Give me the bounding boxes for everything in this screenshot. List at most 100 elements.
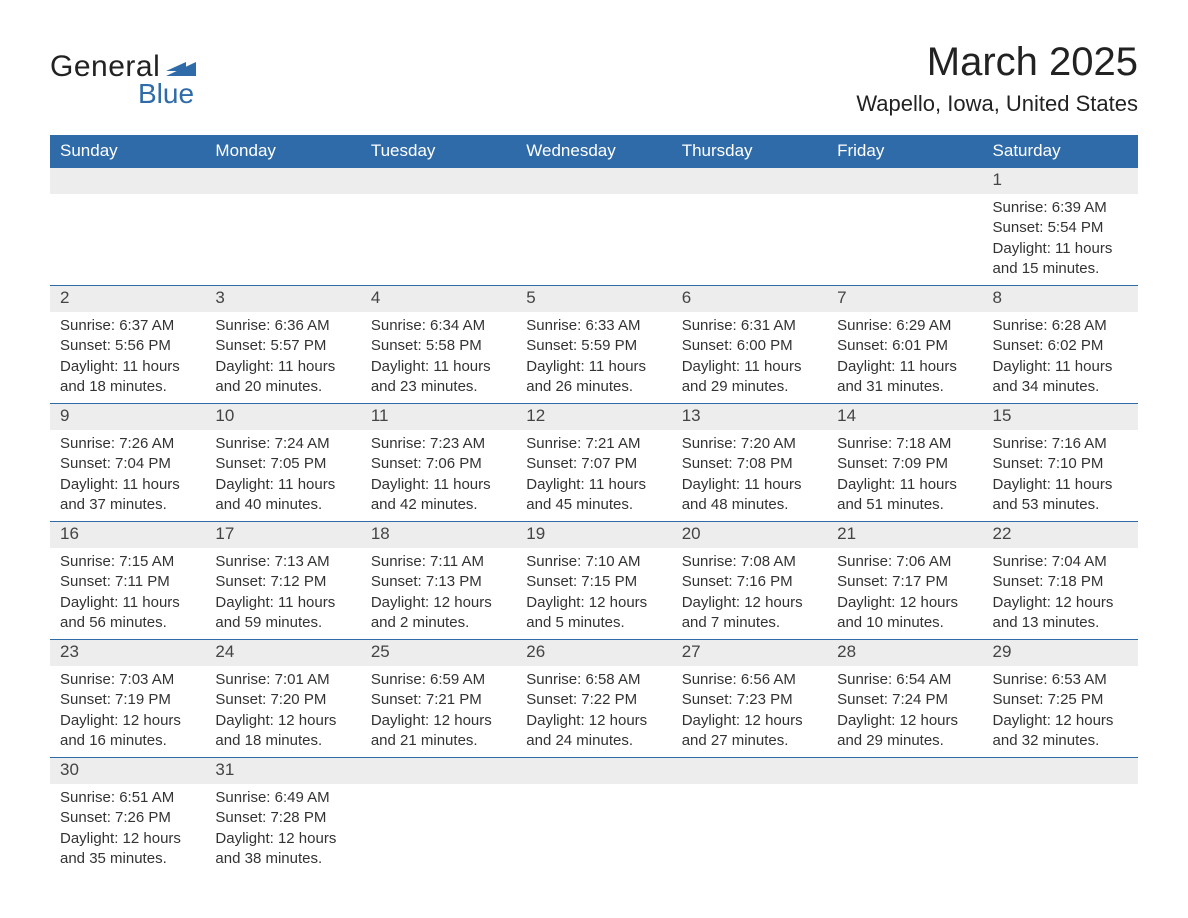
day-body: Sunrise: 7:04 AMSunset: 7:18 PMDaylight:… (983, 548, 1138, 639)
day-body: Sunrise: 6:33 AMSunset: 5:59 PMDaylight:… (516, 312, 671, 403)
day-number: 19 (516, 522, 671, 548)
day-body: Sunrise: 7:11 AMSunset: 7:13 PMDaylight:… (361, 548, 516, 639)
sunset-text: Sunset: 5:54 PM (993, 218, 1128, 238)
calendar-day-cell: 24Sunrise: 7:01 AMSunset: 7:20 PMDayligh… (205, 640, 360, 758)
sunset-text: Sunset: 7:09 PM (837, 454, 972, 474)
day-number (205, 168, 360, 194)
calendar-day-cell: 9Sunrise: 7:26 AMSunset: 7:04 PMDaylight… (50, 404, 205, 522)
day-number: 1 (983, 168, 1138, 194)
calendar-day-cell: 1Sunrise: 6:39 AMSunset: 5:54 PMDaylight… (983, 168, 1138, 286)
month-title: March 2025 (856, 40, 1138, 85)
day-number: 5 (516, 286, 671, 312)
sunrise-text: Sunrise: 7:24 AM (215, 434, 350, 454)
daylight-text: Daylight: 12 hours and 24 minutes. (526, 711, 661, 752)
sunrise-text: Sunrise: 6:53 AM (993, 670, 1128, 690)
calendar-day-cell: 16Sunrise: 7:15 AMSunset: 7:11 PMDayligh… (50, 522, 205, 640)
sunrise-text: Sunrise: 7:23 AM (371, 434, 506, 454)
day-body (672, 784, 827, 870)
daylight-text: Daylight: 11 hours and 53 minutes. (993, 475, 1128, 516)
day-number (50, 168, 205, 194)
sunset-text: Sunset: 7:10 PM (993, 454, 1128, 474)
sunset-text: Sunset: 6:01 PM (837, 336, 972, 356)
daylight-text: Daylight: 11 hours and 40 minutes. (215, 475, 350, 516)
sunset-text: Sunset: 7:11 PM (60, 572, 195, 592)
day-body (672, 194, 827, 280)
sunrise-text: Sunrise: 6:56 AM (682, 670, 817, 690)
day-body: Sunrise: 6:29 AMSunset: 6:01 PMDaylight:… (827, 312, 982, 403)
calendar-day-cell (827, 758, 982, 876)
daylight-text: Daylight: 11 hours and 15 minutes. (993, 239, 1128, 280)
day-number: 7 (827, 286, 982, 312)
day-body: Sunrise: 6:37 AMSunset: 5:56 PMDaylight:… (50, 312, 205, 403)
day-body: Sunrise: 6:58 AMSunset: 7:22 PMDaylight:… (516, 666, 671, 757)
day-body: Sunrise: 7:21 AMSunset: 7:07 PMDaylight:… (516, 430, 671, 521)
sunrise-text: Sunrise: 6:54 AM (837, 670, 972, 690)
daylight-text: Daylight: 12 hours and 10 minutes. (837, 593, 972, 634)
day-number: 25 (361, 640, 516, 666)
daylight-text: Daylight: 11 hours and 31 minutes. (837, 357, 972, 398)
day-number: 18 (361, 522, 516, 548)
day-body: Sunrise: 7:16 AMSunset: 7:10 PMDaylight:… (983, 430, 1138, 521)
sunrise-text: Sunrise: 6:31 AM (682, 316, 817, 336)
calendar-week-row: 9Sunrise: 7:26 AMSunset: 7:04 PMDaylight… (50, 404, 1138, 522)
calendar-body: 1Sunrise: 6:39 AMSunset: 5:54 PMDaylight… (50, 168, 1138, 876)
col-header-thursday: Thursday (672, 135, 827, 168)
daylight-text: Daylight: 12 hours and 5 minutes. (526, 593, 661, 634)
sunrise-text: Sunrise: 7:03 AM (60, 670, 195, 690)
day-number (516, 758, 671, 784)
day-body: Sunrise: 6:56 AMSunset: 7:23 PMDaylight:… (672, 666, 827, 757)
sunrise-text: Sunrise: 7:11 AM (371, 552, 506, 572)
location-subtitle: Wapello, Iowa, United States (856, 91, 1138, 117)
day-number: 12 (516, 404, 671, 430)
day-number (672, 758, 827, 784)
col-header-sunday: Sunday (50, 135, 205, 168)
sunset-text: Sunset: 7:20 PM (215, 690, 350, 710)
day-body: Sunrise: 6:49 AMSunset: 7:28 PMDaylight:… (205, 784, 360, 875)
sunrise-text: Sunrise: 6:29 AM (837, 316, 972, 336)
day-body: Sunrise: 7:20 AMSunset: 7:08 PMDaylight:… (672, 430, 827, 521)
daylight-text: Daylight: 11 hours and 48 minutes. (682, 475, 817, 516)
calendar-day-cell: 27Sunrise: 6:56 AMSunset: 7:23 PMDayligh… (672, 640, 827, 758)
day-number: 17 (205, 522, 360, 548)
calendar-day-cell: 14Sunrise: 7:18 AMSunset: 7:09 PMDayligh… (827, 404, 982, 522)
title-block: March 2025 Wapello, Iowa, United States (856, 40, 1138, 117)
day-number (361, 168, 516, 194)
day-number: 13 (672, 404, 827, 430)
calendar-week-row: 2Sunrise: 6:37 AMSunset: 5:56 PMDaylight… (50, 286, 1138, 404)
day-body: Sunrise: 7:18 AMSunset: 7:09 PMDaylight:… (827, 430, 982, 521)
calendar-week-row: 30Sunrise: 6:51 AMSunset: 7:26 PMDayligh… (50, 758, 1138, 876)
day-body: Sunrise: 7:23 AMSunset: 7:06 PMDaylight:… (361, 430, 516, 521)
daylight-text: Daylight: 11 hours and 26 minutes. (526, 357, 661, 398)
sunset-text: Sunset: 7:23 PM (682, 690, 817, 710)
day-body: Sunrise: 7:06 AMSunset: 7:17 PMDaylight:… (827, 548, 982, 639)
sunset-text: Sunset: 7:15 PM (526, 572, 661, 592)
calendar-day-cell: 26Sunrise: 6:58 AMSunset: 7:22 PMDayligh… (516, 640, 671, 758)
sunrise-text: Sunrise: 6:59 AM (371, 670, 506, 690)
sunset-text: Sunset: 7:12 PM (215, 572, 350, 592)
calendar-day-cell: 7Sunrise: 6:29 AMSunset: 6:01 PMDaylight… (827, 286, 982, 404)
day-body: Sunrise: 7:03 AMSunset: 7:19 PMDaylight:… (50, 666, 205, 757)
sunrise-text: Sunrise: 7:01 AM (215, 670, 350, 690)
sunrise-text: Sunrise: 7:26 AM (60, 434, 195, 454)
calendar-day-cell: 31Sunrise: 6:49 AMSunset: 7:28 PMDayligh… (205, 758, 360, 876)
sunset-text: Sunset: 6:00 PM (682, 336, 817, 356)
day-body (827, 784, 982, 870)
col-header-saturday: Saturday (983, 135, 1138, 168)
sunset-text: Sunset: 5:56 PM (60, 336, 195, 356)
calendar-week-row: 23Sunrise: 7:03 AMSunset: 7:19 PMDayligh… (50, 640, 1138, 758)
sunrise-text: Sunrise: 7:16 AM (993, 434, 1128, 454)
day-number: 30 (50, 758, 205, 784)
calendar-day-cell: 18Sunrise: 7:11 AMSunset: 7:13 PMDayligh… (361, 522, 516, 640)
logo-text-blue: Blue (138, 78, 194, 110)
calendar-day-cell (361, 758, 516, 876)
day-number: 24 (205, 640, 360, 666)
calendar-day-cell (516, 168, 671, 286)
day-body: Sunrise: 6:59 AMSunset: 7:21 PMDaylight:… (361, 666, 516, 757)
calendar-day-cell (672, 758, 827, 876)
day-number: 15 (983, 404, 1138, 430)
sunrise-text: Sunrise: 6:34 AM (371, 316, 506, 336)
day-body (516, 784, 671, 870)
sunset-text: Sunset: 7:08 PM (682, 454, 817, 474)
day-number: 28 (827, 640, 982, 666)
sunset-text: Sunset: 7:06 PM (371, 454, 506, 474)
